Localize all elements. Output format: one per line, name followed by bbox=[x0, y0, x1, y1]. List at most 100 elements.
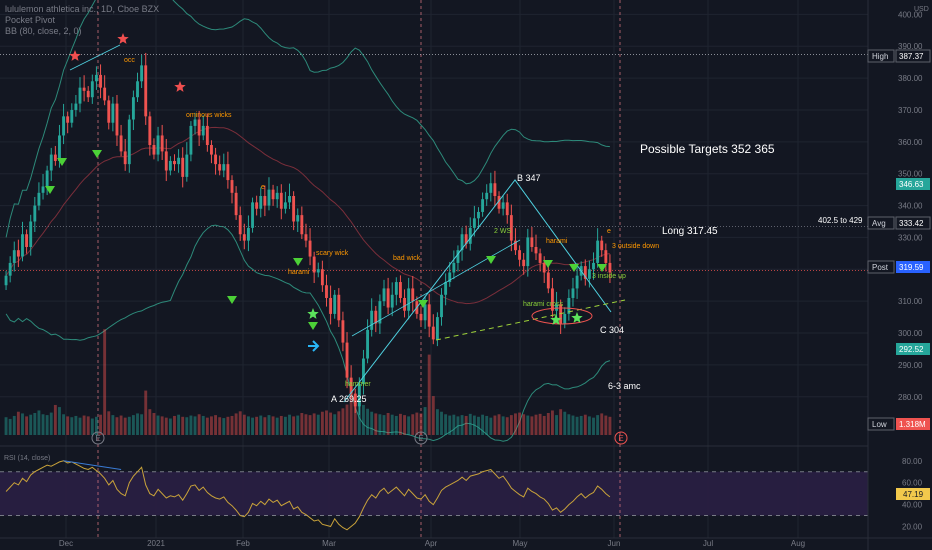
volume-bar bbox=[4, 417, 8, 435]
volume-bar bbox=[177, 414, 181, 435]
volume-bar bbox=[337, 411, 341, 435]
candle bbox=[251, 202, 254, 228]
volume-bar bbox=[444, 414, 448, 435]
candle bbox=[288, 196, 291, 203]
candle bbox=[349, 377, 353, 394]
volume-bar bbox=[37, 410, 41, 435]
price-tag-name: Avg bbox=[872, 219, 886, 228]
earnings-marker-label: E bbox=[618, 434, 623, 443]
chart-annotation: Possible Targets 352 365 bbox=[640, 142, 775, 156]
candle bbox=[70, 109, 74, 123]
pivot-triangle bbox=[486, 256, 496, 264]
price-axis-bg bbox=[868, 0, 932, 550]
price-tag-box bbox=[867, 417, 895, 431]
candle bbox=[127, 119, 131, 165]
pivot-star-red bbox=[174, 81, 186, 92]
volume-bar bbox=[403, 415, 406, 435]
volume-bar bbox=[234, 413, 238, 435]
volume-bar bbox=[407, 416, 411, 435]
harami-cross-circle bbox=[531, 307, 593, 325]
price-value-label: 319.59 bbox=[899, 263, 924, 272]
volume-bar bbox=[127, 416, 131, 435]
candle bbox=[325, 285, 328, 298]
candle bbox=[210, 145, 213, 155]
pivot-triangle bbox=[92, 150, 102, 158]
volume-bar bbox=[349, 391, 353, 435]
pivot-triangle bbox=[293, 258, 303, 266]
volume-bar bbox=[70, 417, 74, 435]
volume-bar bbox=[82, 415, 86, 435]
volume-bar bbox=[33, 413, 37, 435]
volume-bar bbox=[16, 411, 20, 435]
candle bbox=[160, 135, 164, 152]
price-value-box bbox=[896, 418, 930, 430]
candle bbox=[304, 234, 308, 241]
earnings-marker bbox=[614, 431, 628, 445]
volume-bar bbox=[600, 413, 604, 435]
candle bbox=[501, 202, 505, 209]
volume-bar bbox=[477, 416, 480, 435]
volume-bar bbox=[452, 414, 456, 435]
volume-bar bbox=[189, 415, 193, 435]
candle bbox=[530, 237, 534, 247]
legend-pocket-pivot[interactable]: Pocket Pivot bbox=[5, 15, 56, 25]
price-value-box bbox=[896, 261, 930, 273]
candle bbox=[300, 215, 304, 235]
price-tag-box bbox=[867, 49, 895, 63]
candle bbox=[74, 103, 78, 110]
candle bbox=[534, 246, 538, 254]
candle bbox=[152, 145, 156, 155]
candle bbox=[21, 234, 24, 257]
candle bbox=[222, 164, 226, 171]
legend-symbol[interactable]: lululemon athletica inc., 1D, Cboe BZX bbox=[5, 4, 160, 14]
candle bbox=[53, 154, 57, 161]
candle bbox=[16, 250, 20, 257]
candle bbox=[378, 301, 382, 324]
volume-bar bbox=[390, 414, 394, 435]
arrow-marker bbox=[308, 340, 320, 352]
candle bbox=[394, 282, 398, 295]
legend-bollinger-bands[interactable]: BB (80, close, 2, 0) bbox=[5, 26, 82, 36]
volume-bar bbox=[493, 415, 497, 435]
chart-annotation: 3 inside up bbox=[592, 273, 626, 280]
volume-bar bbox=[214, 415, 218, 435]
price-tag-box bbox=[867, 216, 895, 230]
candle bbox=[144, 65, 148, 117]
candle bbox=[214, 154, 218, 165]
volume-bar bbox=[230, 415, 234, 435]
volume-bar bbox=[497, 414, 501, 435]
volume-bar bbox=[312, 413, 316, 435]
volume-bar bbox=[571, 415, 575, 435]
candle bbox=[435, 317, 439, 340]
volume-bar bbox=[538, 413, 542, 435]
volume-bar bbox=[283, 416, 287, 435]
candle bbox=[604, 250, 608, 263]
price-tick-label: 360.00 bbox=[898, 138, 923, 147]
candle bbox=[201, 125, 205, 136]
candle bbox=[103, 87, 107, 101]
chart-annotation: scary wick bbox=[316, 250, 349, 257]
bb-upper-band bbox=[5, 0, 610, 238]
candle bbox=[271, 189, 275, 200]
candle bbox=[567, 297, 571, 314]
chart-annotation: occ bbox=[124, 57, 135, 64]
volume-bar bbox=[226, 416, 230, 435]
candle bbox=[472, 218, 476, 228]
volume-bar bbox=[271, 416, 275, 435]
volume-bar bbox=[587, 416, 591, 435]
volume-bar bbox=[111, 415, 115, 435]
candle bbox=[427, 304, 431, 327]
candle bbox=[419, 313, 423, 321]
volume-bar bbox=[333, 414, 337, 435]
candle bbox=[386, 288, 390, 308]
candle bbox=[4, 275, 8, 286]
candle bbox=[308, 240, 312, 257]
volume-bar bbox=[329, 412, 333, 435]
chart-annotation: 402.5 to 429 bbox=[818, 216, 863, 225]
volume-bar bbox=[25, 416, 29, 435]
top-trendline bbox=[69, 44, 121, 71]
pivot-star-red bbox=[69, 50, 81, 61]
candle bbox=[259, 196, 263, 209]
price-value-box bbox=[895, 216, 931, 230]
